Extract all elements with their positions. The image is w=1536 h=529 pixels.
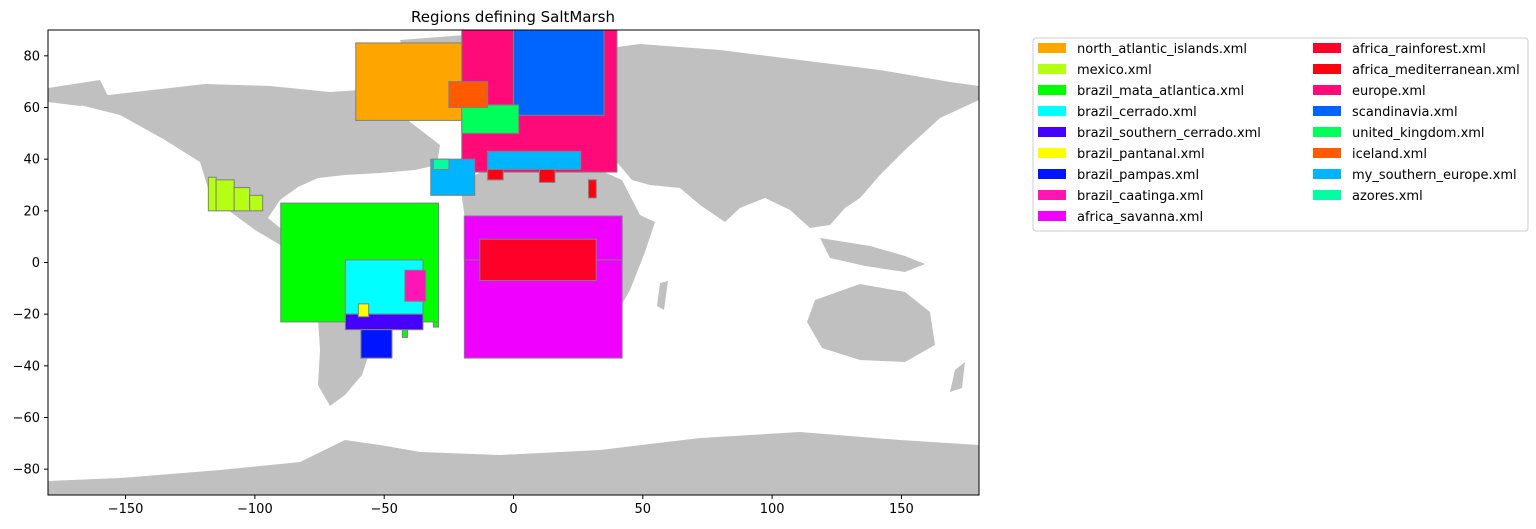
region-box	[215, 179, 235, 212]
x-tick-label: −150	[108, 502, 144, 517]
legend-label: brazil_pampas.xml	[1077, 168, 1199, 183]
legend-frame	[1032, 37, 1529, 232]
y-tick-label: 0	[32, 256, 40, 271]
legend-label: brazil_pantanal.xml	[1077, 147, 1205, 162]
regions-layer	[207, 29, 623, 359]
region-box	[401, 329, 408, 338]
legend-label: azores.xml	[1352, 189, 1423, 204]
land-indonesia	[820, 238, 925, 272]
legend-swatch	[1038, 148, 1066, 158]
land-new-zealand	[950, 362, 965, 392]
y-tick-label: −40	[13, 359, 40, 374]
region-box	[487, 169, 504, 181]
legend-swatch	[1313, 43, 1341, 53]
land-north-america	[80, 84, 440, 250]
legend-label: mexico.xml	[1077, 63, 1152, 78]
region-box	[249, 194, 264, 212]
legend-swatch	[1038, 85, 1066, 95]
region-box	[538, 169, 556, 183]
legend-label: scandinavia.xml	[1352, 105, 1458, 120]
legend-label: africa_savanna.xml	[1077, 210, 1203, 225]
y-tick-label: −80	[13, 463, 40, 478]
region-box	[233, 187, 251, 212]
legend-label: africa_mediterranean.xml	[1352, 63, 1520, 78]
region-box	[207, 176, 217, 212]
region-box	[448, 81, 489, 108]
region-box	[357, 303, 370, 318]
y-tick-label: 80	[23, 49, 40, 64]
legend-swatch	[1038, 169, 1066, 179]
legend-label: brazil_cerrado.xml	[1077, 105, 1197, 120]
y-tick-label: 20	[23, 204, 40, 219]
legend-label: brazil_southern_cerrado.xml	[1077, 126, 1261, 141]
legend-swatch	[1038, 43, 1066, 53]
y-axis: −80 −60 −40 −20 0 20 40 60 80	[13, 49, 48, 478]
legend-swatch	[1038, 127, 1066, 137]
region-box	[430, 158, 476, 196]
legend-label: united_kingdom.xml	[1352, 126, 1485, 141]
region-box	[432, 158, 450, 171]
x-tick-label: −50	[370, 502, 397, 517]
x-tick-label: 150	[889, 502, 914, 517]
x-tick-label: 100	[760, 502, 785, 517]
land-alaska	[48, 80, 110, 106]
region-box	[487, 150, 582, 171]
land-japan	[880, 132, 900, 162]
legend-swatch	[1038, 211, 1066, 221]
legend-swatch	[1313, 64, 1341, 74]
legend-swatch	[1038, 106, 1066, 116]
land-madagascar	[657, 281, 668, 310]
legend-swatch	[1313, 127, 1341, 137]
legend: north_atlantic_islands.xml mexico.xml braz…	[1032, 37, 1529, 232]
y-tick-label: 60	[23, 101, 40, 116]
region-box	[344, 313, 424, 331]
legend-swatch	[1313, 190, 1341, 200]
x-axis: −150 −100 −50 0 50 100 150	[108, 495, 914, 517]
plot-area	[47, 29, 980, 496]
legend-label: iceland.xml	[1352, 147, 1427, 162]
region-box	[404, 269, 427, 302]
x-tick-label: −100	[237, 502, 273, 517]
region-box	[432, 321, 440, 328]
legend-label: africa_rainforest.xml	[1352, 42, 1486, 57]
chart-title: Regions defining SaltMarsh	[411, 8, 615, 26]
y-tick-label: −60	[13, 411, 40, 426]
legend-swatch	[1313, 85, 1341, 95]
legend-label: my_southern_europe.xml	[1352, 168, 1517, 183]
region-box	[479, 238, 597, 282]
region-box	[587, 179, 597, 199]
y-tick-label: −20	[13, 308, 40, 323]
y-tick-label: 40	[23, 153, 40, 168]
legend-label: brazil_mata_atlantica.xml	[1077, 84, 1244, 99]
x-tick-label: 50	[635, 502, 652, 517]
legend-label: europe.xml	[1352, 84, 1426, 99]
legend-label: north_atlantic_islands.xml	[1077, 42, 1247, 57]
land-antarctica	[48, 432, 979, 495]
legend-swatch	[1313, 169, 1341, 179]
x-tick-label: 0	[509, 502, 517, 517]
legend-swatch	[1313, 148, 1341, 158]
region-box	[360, 329, 393, 359]
region-box	[513, 29, 605, 116]
region-box	[461, 104, 520, 134]
legend-swatch	[1038, 64, 1066, 74]
legend-label: brazil_caatinga.xml	[1077, 189, 1203, 204]
land-australia	[807, 284, 935, 362]
legend-swatch	[1313, 106, 1341, 116]
legend-swatch	[1038, 190, 1066, 200]
